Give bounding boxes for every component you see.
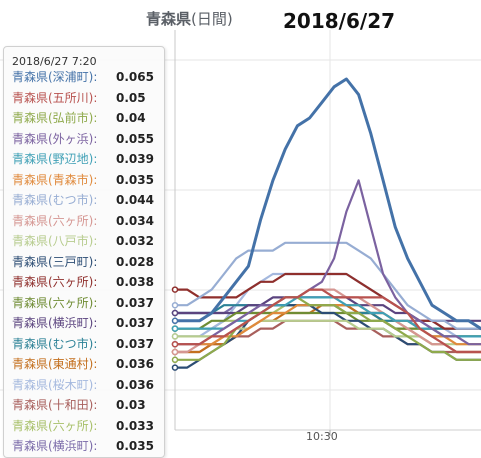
tooltip-row: 青森県(外ヶ浜): 0.055 bbox=[12, 129, 154, 149]
series-line bbox=[173, 241, 481, 330]
series-line bbox=[173, 296, 481, 361]
tooltip-series-value: 0.037 bbox=[116, 316, 154, 330]
series-marker bbox=[171, 309, 179, 317]
tooltip-row: 青森県(六ヶ所): 0.033 bbox=[12, 416, 154, 436]
tooltip-row: 青森県(むつ市): 0.044 bbox=[12, 190, 154, 210]
tooltip-series-value: 0.035 bbox=[116, 439, 154, 453]
tooltip-series-name: 青森県(六ヶ所): bbox=[12, 275, 98, 289]
tooltip-row: 青森県(野辺地): 0.039 bbox=[12, 149, 154, 169]
series-line bbox=[173, 319, 481, 346]
tooltip-series-name: 青森県(八戸市): bbox=[12, 234, 98, 248]
tooltip-series-value: 0.035 bbox=[116, 172, 154, 187]
tooltip-series-value: 0.05 bbox=[116, 90, 146, 105]
series-marker bbox=[171, 356, 179, 364]
tooltip-series-value: 0.037 bbox=[116, 336, 154, 351]
tooltip-row: 青森県(五所川): 0.05 bbox=[12, 88, 146, 108]
series-marker bbox=[171, 325, 179, 332]
tooltip-series-value: 0.037 bbox=[116, 295, 154, 310]
series-marker bbox=[171, 348, 179, 356]
chart-title-main: 青森県 bbox=[146, 10, 192, 28]
series-line bbox=[173, 311, 481, 338]
series-marker bbox=[171, 364, 179, 371]
tooltip-series-name: 青森県(五所川): bbox=[12, 90, 98, 105]
tooltip-series-name: 青森県(外ヶ浜): bbox=[12, 131, 98, 146]
tooltip-series-value: 0.033 bbox=[116, 418, 154, 433]
tooltip-series-value: 0.055 bbox=[116, 131, 154, 146]
tooltip-series-name: 青森県(六ヶ所): bbox=[12, 418, 98, 433]
tooltip-series-value: 0.036 bbox=[116, 377, 154, 392]
tooltip-series-value: 0.04 bbox=[116, 111, 146, 125]
tooltip-row: 青森県(八戸市): 0.032 bbox=[12, 231, 154, 251]
tooltip-time: 2018/6/27 7:20 bbox=[12, 55, 97, 68]
series-line bbox=[173, 179, 481, 346]
tooltip-row: 青森県(横浜町): 0.035 bbox=[12, 436, 154, 456]
tooltip-row: 青森県(六ヶ所): 0.034 bbox=[12, 211, 154, 231]
chart-title: 青森県(日間) bbox=[146, 8, 233, 29]
tooltip-row: 青森県(六ヶ所): 0.038 bbox=[12, 272, 154, 292]
tooltip-series-name: 青森県(青森市): bbox=[12, 172, 98, 187]
tooltip-row: 青森県(十和田): 0.03 bbox=[12, 395, 146, 415]
tooltip-series-name: 青森県(弘前市): bbox=[12, 111, 98, 125]
tooltip-series-name: 青森県(六ヶ所): bbox=[12, 295, 98, 310]
tooltip-series-value: 0.034 bbox=[116, 213, 154, 228]
tooltip-series-value: 0.036 bbox=[116, 357, 154, 371]
tooltip-series-name: 青森県(六ヶ所): bbox=[12, 213, 98, 228]
tooltip-series-name: 青森県(野辺地): bbox=[12, 152, 98, 166]
tooltip-series-name: 青森県(桜木町): bbox=[12, 377, 98, 392]
tooltip-series-value: 0.032 bbox=[116, 234, 154, 248]
tooltip-series-value: 0.038 bbox=[116, 275, 154, 289]
tooltip-row: 青森県(三戸町): 0.028 bbox=[12, 252, 154, 272]
series-marker bbox=[171, 317, 179, 325]
tooltip-row: 青森県(深浦町): 0.065 bbox=[12, 67, 154, 87]
tooltip-series-value: 0.044 bbox=[116, 193, 154, 207]
tooltip-series-name: 青森県(横浜町): bbox=[12, 439, 98, 453]
tooltip-series-name: 青森県(三戸町): bbox=[12, 254, 98, 269]
tooltip-row: 青森県(むつ市): 0.037 bbox=[12, 334, 154, 354]
tooltip-series-name: 青森県(深浦町): bbox=[12, 70, 98, 84]
tooltip-row: 青森県(弘前市): 0.04 bbox=[12, 108, 146, 128]
tooltip-series-name: 青森県(横浜町): bbox=[12, 316, 98, 330]
line-chart bbox=[0, 30, 481, 436]
tooltip-series-name: 青森県(東通村): bbox=[12, 357, 98, 371]
series-marker bbox=[171, 301, 179, 309]
tooltip-row: 青森県(東通村): 0.036 bbox=[12, 354, 154, 374]
x-tick-label: 10:30 bbox=[306, 430, 338, 443]
tooltip-row: 青森県(横浜町): 0.037 bbox=[12, 313, 154, 333]
date-label: 2018/6/27 bbox=[283, 9, 396, 33]
series-marker bbox=[171, 286, 179, 293]
tooltip-series-name: 青森県(むつ市): bbox=[12, 193, 98, 207]
tooltip-series-value: 0.039 bbox=[116, 152, 154, 166]
tooltip-series-value: 0.065 bbox=[116, 70, 154, 84]
tooltip-series-name: 青森県(十和田): bbox=[12, 398, 98, 412]
tooltip-row: 青森県(青森市): 0.035 bbox=[12, 170, 154, 190]
tooltip-row: 青森県(六ヶ所): 0.037 bbox=[12, 293, 154, 313]
tooltip: 2018/6/27 7:20 青森県(深浦町): 0.065 青森県(五所川): 0.… bbox=[3, 46, 165, 458]
tooltip-series-value: 0.03 bbox=[116, 398, 146, 412]
series-line bbox=[173, 77, 481, 331]
series-marker bbox=[171, 333, 179, 340]
tooltip-series-name: 青森県(むつ市): bbox=[12, 336, 98, 351]
chart-title-suffix: (日間) bbox=[191, 10, 233, 28]
tooltip-row: 青森県(桜木町): 0.036 bbox=[12, 375, 154, 395]
series-line bbox=[173, 288, 481, 354]
tooltip-series-value: 0.028 bbox=[116, 254, 154, 269]
series-marker bbox=[171, 340, 179, 348]
